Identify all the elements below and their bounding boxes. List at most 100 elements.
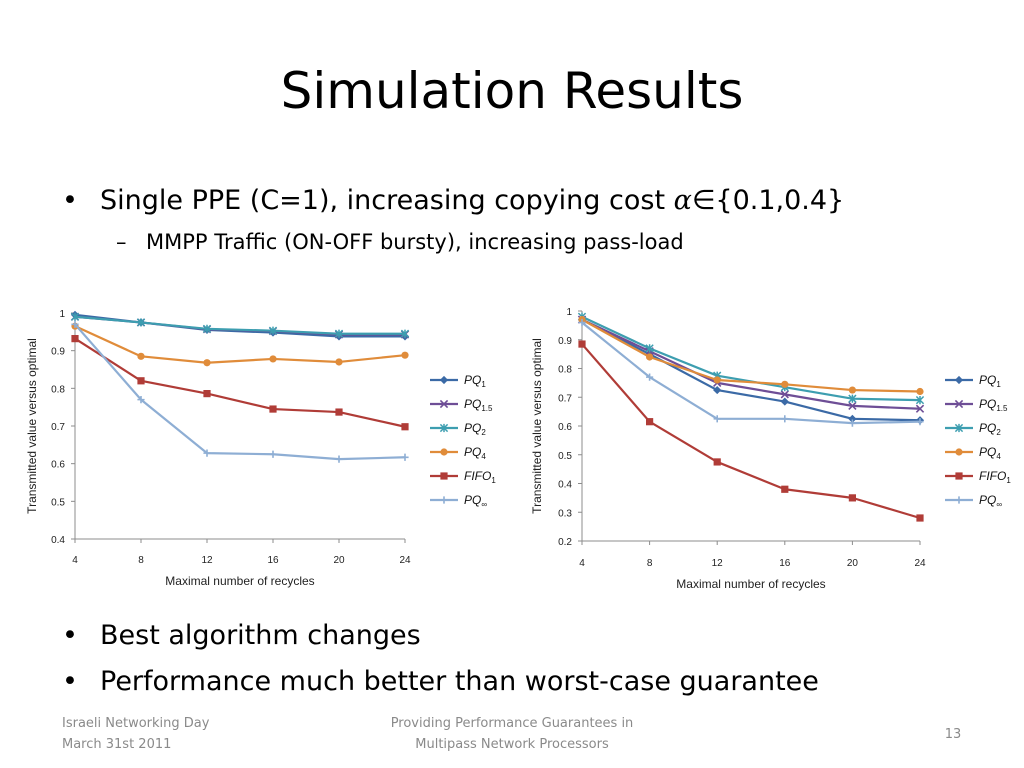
data-point (439, 423, 449, 433)
series-line (74, 337, 406, 428)
bullet-dot: • (62, 620, 78, 651)
data-point (137, 352, 145, 360)
series-fifo-1 (71, 335, 409, 431)
data-point (269, 355, 277, 363)
data-point (848, 401, 857, 411)
data-point (916, 387, 924, 396)
data-point (915, 395, 925, 405)
bullet-dot: • (62, 666, 78, 697)
data-point (202, 324, 212, 333)
legend-item: PQ∞ (430, 493, 487, 509)
bullet-best-algorithm: • Best algorithm changes (62, 620, 421, 651)
y-tick-label: 0.9 (558, 336, 572, 347)
x-tick-label: 4 (579, 558, 585, 569)
legend-label: FIFO1 (464, 469, 496, 485)
legend-item: PQ1.5 (945, 397, 1008, 413)
bullet-copying-cost: • Single PPE (C=1), increasing copying co… (62, 185, 844, 216)
legend-label: PQ1 (464, 373, 486, 389)
x-tick-label: 8 (138, 555, 144, 566)
series-line (581, 321, 921, 425)
data-point (916, 418, 924, 426)
series-line (581, 318, 921, 393)
x-tick-label: 12 (201, 555, 213, 566)
data-point (954, 423, 964, 433)
bullet-text: Best algorithm changes (100, 620, 421, 651)
data-point (646, 373, 654, 381)
data-point (440, 448, 448, 456)
data-point (848, 494, 856, 502)
series-pq-2 (70, 312, 410, 338)
legend-item: PQ1.5 (430, 397, 493, 413)
data-point (578, 340, 586, 348)
data-point (401, 351, 409, 359)
data-point (137, 396, 145, 404)
data-point (335, 358, 343, 366)
data-point (136, 318, 146, 327)
y-tick-label: 0.7 (51, 422, 65, 433)
footer-talk-title-1: Providing Performance Guarantees in (390, 716, 634, 731)
data-point (954, 399, 964, 409)
series-pq-inf (71, 320, 409, 463)
y-tick-label: 0.3 (558, 508, 572, 519)
y-tick-label: 0.4 (51, 535, 65, 546)
sub-bullet-traffic: – MMPP Traffic (ON-OFF bursty), increasin… (116, 230, 684, 254)
data-point (955, 472, 963, 480)
data-point (578, 318, 586, 327)
y-tick-label: 0.8 (558, 365, 572, 376)
element-of-symbol: ∈ (691, 185, 716, 216)
data-point (781, 485, 789, 493)
data-point (268, 326, 278, 335)
y-tick-label: 1 (59, 309, 65, 320)
footer-event: Israeli Networking Day (62, 716, 210, 731)
legend-item: PQ4 (945, 445, 1001, 461)
series-fifo-1 (578, 340, 924, 522)
data-point (440, 496, 448, 504)
data-point (915, 404, 925, 413)
x-tick-label: 12 (712, 558, 724, 569)
bullet-dot: • (62, 185, 78, 216)
legend-label: PQ2 (979, 421, 1001, 437)
x-axis-label: Maximal number of recycles (676, 577, 825, 591)
data-point (713, 376, 721, 384)
data-point (646, 353, 654, 361)
footer-left: Israeli Networking Day March 31st 2011 (62, 713, 209, 755)
legend-label: PQ4 (464, 445, 486, 461)
legend-label: PQ1.5 (464, 397, 493, 413)
data-point (335, 408, 343, 416)
axes: 0.2 0.3 0.4 0.5 0.6 0.7 0.8 0.9 1 4 8 12 16 20 24 Maxim… (530, 307, 926, 591)
legend-item: PQ∞ (945, 493, 1002, 509)
y-tick-label: 0.7 (558, 393, 572, 404)
data-point (781, 415, 789, 423)
legend-item: PQ4 (430, 445, 486, 461)
series-line (581, 343, 921, 520)
data-point (439, 399, 449, 409)
x-tick-label: 24 (399, 555, 411, 566)
y-tick-label: 0.6 (558, 422, 572, 433)
data-point (713, 415, 721, 423)
data-point (955, 448, 963, 456)
legend-label: PQ2 (464, 421, 486, 437)
data-point (70, 312, 80, 321)
data-point (137, 377, 145, 385)
data-point (848, 419, 856, 427)
data-point (71, 335, 79, 343)
series-line (74, 315, 405, 335)
data-point (848, 414, 857, 423)
y-tick-label: 0.6 (51, 460, 65, 471)
y-tick-label: 0.9 (51, 347, 65, 358)
chart-left: 0.4 0.5 0.6 0.7 0.8 0.9 1 4 8 12 16 20 24 Maximal num… (25, 309, 496, 588)
legend-item: PQ2 (430, 421, 486, 437)
x-axis-label: Maximal number of recycles (165, 574, 314, 588)
legend-item: PQ2 (945, 421, 1001, 437)
y-axis-label: Transmitted value versus optimal (25, 338, 39, 514)
bullet-text-before: Single PPE (C=1), increasing copying cos… (100, 185, 674, 216)
data-point (780, 390, 789, 399)
x-tick-label: 4 (72, 555, 78, 566)
legend-label: PQ4 (979, 445, 1001, 461)
legend-label: PQ1.5 (979, 397, 1008, 413)
series-line (581, 318, 921, 410)
series-pq-1 (577, 315, 925, 425)
data-point (440, 472, 448, 480)
x-tick-label: 24 (914, 558, 926, 569)
y-tick-label: 0.5 (558, 451, 572, 462)
